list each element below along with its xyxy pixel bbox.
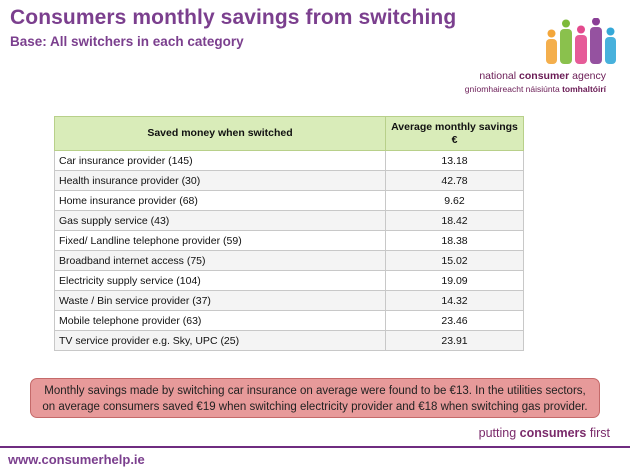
page-title: Consumers monthly savings from switching	[10, 6, 457, 29]
logo-figure-head	[547, 29, 556, 38]
row-value: 18.42	[385, 210, 524, 231]
row-label: Gas supply service (43)	[54, 210, 386, 231]
row-label: Electricity supply service (104)	[54, 270, 386, 291]
logo-text-irish: gníomhaireacht náisiúnta tomhaltóirí	[464, 84, 606, 94]
summary-callout: Monthly savings made by switching car in…	[30, 378, 600, 418]
logo-figure-body	[560, 29, 572, 64]
column-header-average-savings: Average monthly savings €	[385, 116, 524, 151]
row-value: 19.09	[385, 270, 524, 291]
row-value: 23.91	[385, 330, 524, 351]
row-value: 14.32	[385, 290, 524, 311]
table-row: Broadband internet access (75) 15.02	[54, 250, 524, 271]
table-row: Home insurance provider (68) 9.62	[54, 190, 524, 211]
row-label: Health insurance provider (30)	[54, 170, 386, 191]
table-header-row: Saved money when switched Average monthl…	[54, 116, 524, 151]
table-row: Electricity supply service (104) 19.09	[54, 270, 524, 291]
footer-divider	[0, 446, 630, 448]
table-row: Health insurance provider (30) 42.78	[54, 170, 524, 191]
table-row: Waste / Bin service provider (37) 14.32	[54, 290, 524, 311]
logo-figure-head	[562, 19, 570, 28]
logo-text-english: national consumer agency	[479, 70, 606, 82]
logo-figure-body	[590, 27, 602, 64]
logo-figure-body	[575, 35, 587, 64]
row-label: Broadband internet access (75)	[54, 250, 386, 271]
column-header-saved-money: Saved money when switched	[54, 116, 386, 151]
logo-figure-head	[592, 18, 600, 26]
row-label: Waste / Bin service provider (37)	[54, 290, 386, 311]
nca-logo: national consumer agency gníomhaireacht …	[465, 18, 620, 96]
logo-figure-body	[546, 39, 557, 64]
savings-table: Saved money when switched Average monthl…	[54, 116, 524, 351]
logo-figure-head	[606, 27, 615, 36]
row-value: 18.38	[385, 230, 524, 251]
logo-figure-head	[577, 25, 585, 34]
row-value: 9.62	[385, 190, 524, 211]
people-logo-icon	[546, 18, 616, 64]
logo-figure-body	[605, 37, 616, 64]
table-row: Fixed/ Landline telephone provider (59) 1…	[54, 230, 524, 251]
row-label: Car insurance provider (145)	[54, 150, 386, 171]
website-link[interactable]: www.consumerhelp.ie	[8, 452, 145, 467]
table-row: Gas supply service (43) 18.42	[54, 210, 524, 231]
row-label: Mobile telephone provider (63)	[54, 310, 386, 331]
tagline: putting consumers first	[478, 426, 610, 440]
row-value: 23.46	[385, 310, 524, 331]
page-subtitle: Base: All switchers in each category	[10, 34, 244, 49]
table-row: Car insurance provider (145) 13.18	[54, 150, 524, 171]
row-value: 13.18	[385, 150, 524, 171]
row-value: 42.78	[385, 170, 524, 191]
row-value: 15.02	[385, 250, 524, 271]
row-label: Fixed/ Landline telephone provider (59)	[54, 230, 386, 251]
table-row: TV service provider e.g. Sky, UPC (25) 23…	[54, 330, 524, 351]
table-row: Mobile telephone provider (63) 23.46	[54, 310, 524, 331]
row-label: TV service provider e.g. Sky, UPC (25)	[54, 330, 386, 351]
row-label: Home insurance provider (68)	[54, 190, 386, 211]
